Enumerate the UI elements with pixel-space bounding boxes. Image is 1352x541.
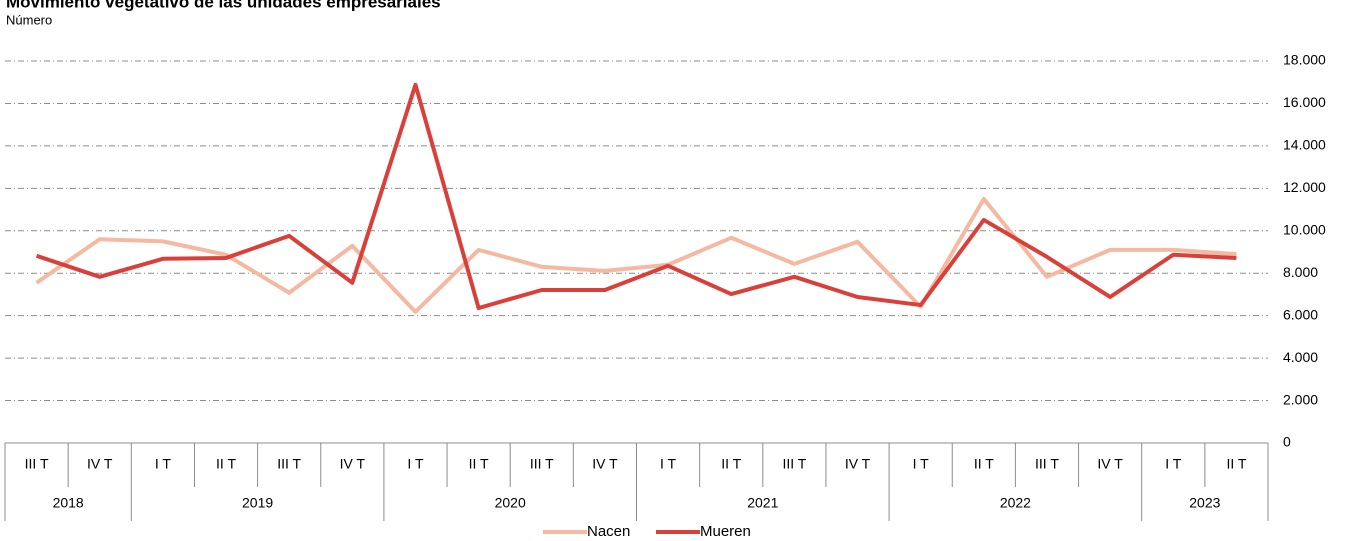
x-group-label: 2020 xyxy=(495,495,526,511)
x-tick-label: III T xyxy=(1035,456,1059,472)
x-group-label: 2023 xyxy=(1189,495,1220,511)
x-tick-label: I T xyxy=(913,456,930,472)
x-tick-label: I T xyxy=(1165,456,1182,472)
x-tick-label: I T xyxy=(155,456,172,472)
x-tick-label: III T xyxy=(530,456,554,472)
y-tick-label: 6.000 xyxy=(1283,306,1318,322)
x-tick-label: II T xyxy=(216,456,236,472)
x-group-label: 2022 xyxy=(1000,495,1031,511)
x-tick-label: I T xyxy=(407,456,424,472)
x-tick-label: II T xyxy=(721,456,741,472)
x-tick-label: IV T xyxy=(845,456,871,472)
x-tick-label: III T xyxy=(277,456,301,472)
y-tick-label: 18.000 xyxy=(1283,52,1326,68)
y-tick-label: 12.000 xyxy=(1283,179,1326,195)
y-tick-label: 10.000 xyxy=(1283,221,1326,237)
y-tick-label: 4.000 xyxy=(1283,349,1318,365)
series-line xyxy=(35,82,1237,311)
legend-label: Mueren xyxy=(700,523,751,540)
chart-subtitle: Número xyxy=(6,12,52,27)
legend-label: Nacen xyxy=(587,523,630,540)
x-group-label: 2021 xyxy=(747,495,778,511)
x-tick-label: IV T xyxy=(87,456,113,472)
x-tick-label: II T xyxy=(469,456,489,472)
series-line xyxy=(35,196,1237,314)
x-tick-label: I T xyxy=(660,456,677,472)
y-tick-label: 2.000 xyxy=(1283,391,1318,407)
y-tick-label: 0 xyxy=(1283,434,1291,450)
x-tick-label: II T xyxy=(974,456,994,472)
y-tick-label: 14.000 xyxy=(1283,137,1326,153)
x-tick-label: IV T xyxy=(592,456,618,472)
x-tick-label: III T xyxy=(25,456,49,472)
y-tick-label: 8.000 xyxy=(1283,264,1318,280)
x-tick-label: II T xyxy=(1226,456,1246,472)
y-tick-label: 16.000 xyxy=(1283,94,1326,110)
x-group-label: 2018 xyxy=(53,495,84,511)
x-tick-label: IV T xyxy=(340,456,366,472)
x-tick-label: III T xyxy=(782,456,806,472)
x-group-label: 2019 xyxy=(242,495,273,511)
x-tick-label: IV T xyxy=(1097,456,1123,472)
chart-title: Movimiento vegetativo de las unidades em… xyxy=(6,0,441,11)
